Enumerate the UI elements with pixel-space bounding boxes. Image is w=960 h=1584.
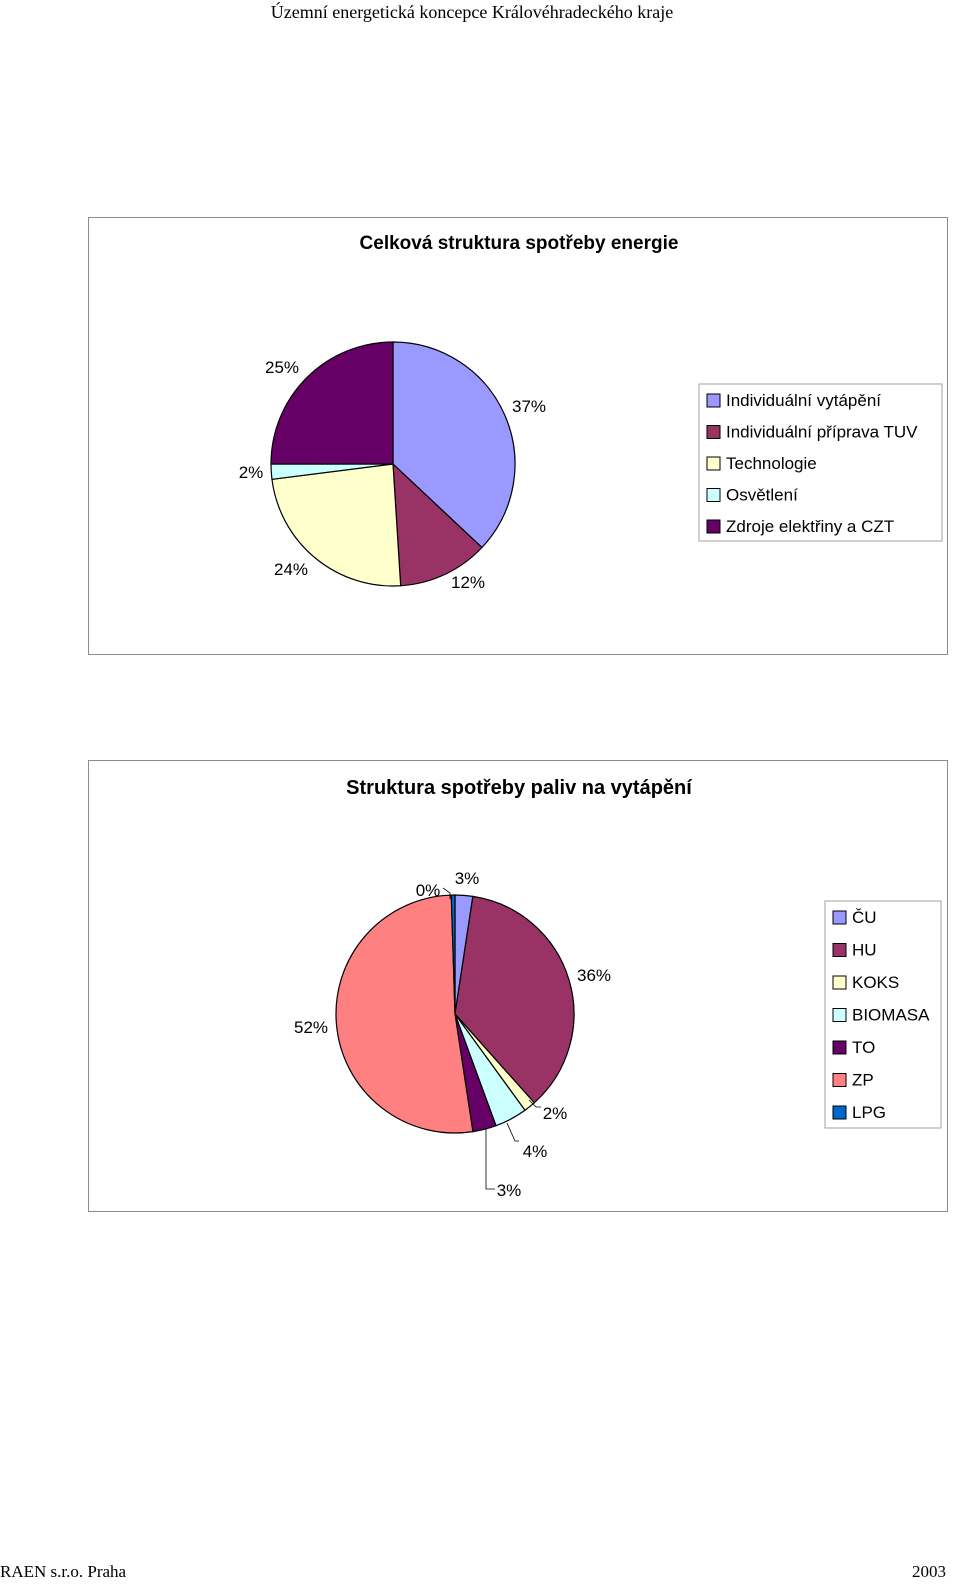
legend-label-cu: ČU: [852, 908, 877, 927]
pie-slice-zp: [335, 894, 474, 1134]
data-label-zdroje-elektriny-a-czt: 25%: [265, 358, 299, 377]
legend-swatch-to: [832, 1040, 847, 1055]
legend-label-individualni-priprava-tuv: Individuální příprava TUV: [726, 423, 918, 442]
pie-slice-individualni-priprava-tuv: [392, 462, 483, 587]
data-label-technologie: 24%: [274, 560, 308, 579]
legend-swatch-individualni-priprava-tuv: [706, 425, 721, 439]
legend-swatch-individualni-vytapeni: [706, 393, 721, 408]
legend-label-koks: KOKS: [852, 973, 899, 992]
pie-slice-zdroje-elektriny-a-czt: [270, 341, 394, 465]
data-label-lpg: 0%: [416, 881, 441, 900]
leader-line-koks: [528, 1099, 541, 1108]
legend-label-hu: HU: [852, 941, 877, 960]
legend-swatch-koks: [832, 975, 847, 990]
chart-title: Struktura spotřeby paliv na vytápění: [346, 777, 693, 799]
data-label-individualni-vytapeni: 37%: [512, 397, 546, 416]
data-label-koks: 2%: [543, 1104, 568, 1123]
chart-heating-fuels: Struktura spotřeby paliv na vytápění 3% 36…: [88, 760, 948, 1212]
pie-slice-hu: [454, 895, 575, 1104]
leader-line-lpg: [442, 887, 451, 899]
page-header: Územní energetická koncepce Královéhrade…: [270, 2, 674, 22]
legend-swatch-zdroje-elektriny-a-czt: [706, 519, 721, 534]
legend-label-zp: ZP: [852, 1071, 874, 1090]
legend: [824, 900, 942, 1129]
data-label-zp: 52%: [294, 1018, 328, 1037]
legend-label-individualni-vytapeni: Individuální vytápění: [726, 391, 881, 410]
pie-slice-technologie: [271, 463, 402, 587]
pie-slice-lpg: [450, 894, 456, 1015]
data-label-cu: 3%: [455, 869, 480, 888]
data-label-osvetleni: 2%: [239, 463, 264, 482]
legend-label-osvetleni: Osvětlení: [726, 486, 798, 505]
footer-company: RAEN s.r.o. Praha: [0, 1562, 127, 1581]
legend-swatch-zp: [832, 1073, 847, 1087]
data-label-hu: 36%: [577, 966, 611, 985]
data-label-to: 3%: [497, 1181, 522, 1200]
legend-swatch-biomasa: [832, 1008, 847, 1022]
legend-label-zdroje-elektriny-a-czt: Zdroje elektřiny a CZT: [726, 517, 894, 536]
legend-label-lpg: LPG: [852, 1103, 886, 1122]
footer-year: 2003: [912, 1562, 946, 1581]
data-label-individualni-priprava-tuv: 12%: [451, 573, 485, 592]
legend-swatch-osvetleni: [706, 488, 721, 502]
legend-swatch-lpg: [832, 1105, 847, 1120]
legend-label-biomasa: BIOMASA: [852, 1006, 930, 1025]
data-label-biomasa: 4%: [523, 1142, 548, 1161]
legend-swatch-cu: [832, 910, 847, 925]
legend-swatch-technologie: [706, 456, 721, 471]
pie-slice-individualni-vytapeni: [392, 341, 516, 549]
legend-swatch-hu: [832, 943, 847, 957]
legend-label-to: TO: [852, 1038, 875, 1057]
chart-title: Celková struktura spotřeby energie: [360, 233, 679, 254]
chart-heating-fuels-svg: Struktura spotřeby paliv na vytápění 3% 36…: [294, 777, 942, 1200]
legend: [698, 383, 943, 542]
legend-label-technologie: Technologie: [726, 454, 817, 473]
leader-line-to: [485, 1128, 495, 1190]
chart-energy-consumption-svg: Celková struktura spotřeby energie 37% 12%…: [239, 233, 943, 592]
leader-line-biomasa: [506, 1122, 519, 1142]
chart-energy-consumption: Celková struktura spotřeby energie 37% 12%…: [88, 217, 948, 655]
